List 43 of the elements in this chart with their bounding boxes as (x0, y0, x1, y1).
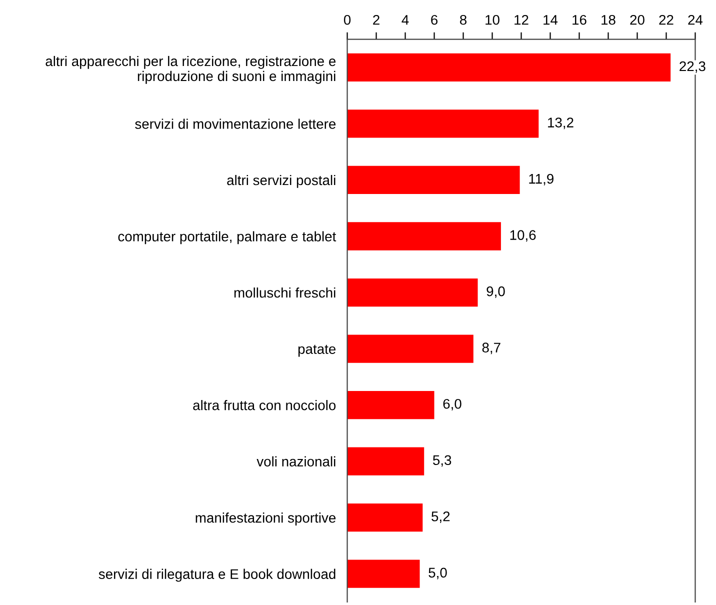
y-tick-label: voli nazionali (256, 456, 336, 466)
bar (347, 447, 424, 476)
y-tick-label: servizi di movimentazione lettere (135, 118, 336, 129)
y-tick-label: altri servizi postali (227, 174, 336, 188)
x-tick-label: 22 (659, 14, 674, 25)
bar (347, 504, 423, 532)
x-tick-label: 20 (630, 14, 644, 25)
x-tick-label: 18 (602, 14, 616, 25)
x-tick-label: 16 (572, 14, 586, 25)
data-label: 10,6 (510, 230, 536, 242)
x-tick-label: 2 (373, 14, 380, 25)
bar (347, 278, 478, 307)
x-tick-label: 24 (688, 14, 703, 25)
data-label: 5,2 (432, 511, 450, 523)
bar (347, 390, 434, 420)
x-tick-label: 4 (402, 15, 409, 25)
data-label: 5,3 (432, 455, 452, 467)
data-label: 13,2 (548, 118, 574, 130)
x-tick-label: 12 (514, 14, 528, 25)
data-label: 8,7 (482, 342, 500, 354)
x-tick-label: 6 (431, 14, 438, 25)
y-tick-label: computer portatile, palmare e tablet (118, 231, 336, 244)
y-tick-label: manifestazioni sportive (196, 512, 336, 526)
y-tick-label: molluschi freschi (234, 287, 336, 298)
data-label: 11,9 (529, 174, 554, 186)
bar (347, 53, 671, 82)
bar (347, 222, 501, 250)
x-tick-label: 0 (344, 14, 351, 25)
bar (347, 166, 520, 194)
data-label: 22,3 (680, 61, 706, 73)
data-label: 6,0 (443, 398, 462, 410)
bar (347, 110, 539, 138)
data-label: 9,0 (486, 286, 505, 298)
bar (347, 560, 420, 588)
y-tick-label: servizi di rilegatura e E book download (98, 568, 336, 582)
bar (347, 334, 474, 363)
x-tick-label: 14 (544, 15, 558, 25)
y-tick-label: altri apparecchi per la ricezione, registrazione e riproduzione di suoni e immagini (46, 56, 336, 84)
x-tick-label: 8 (460, 14, 467, 25)
x-tick-label: 10 (486, 14, 500, 25)
y-tick-label: patate (298, 344, 336, 357)
y-tick-label: altra frutta con nocciolo (193, 400, 336, 410)
data-label: 5,0 (428, 568, 447, 580)
